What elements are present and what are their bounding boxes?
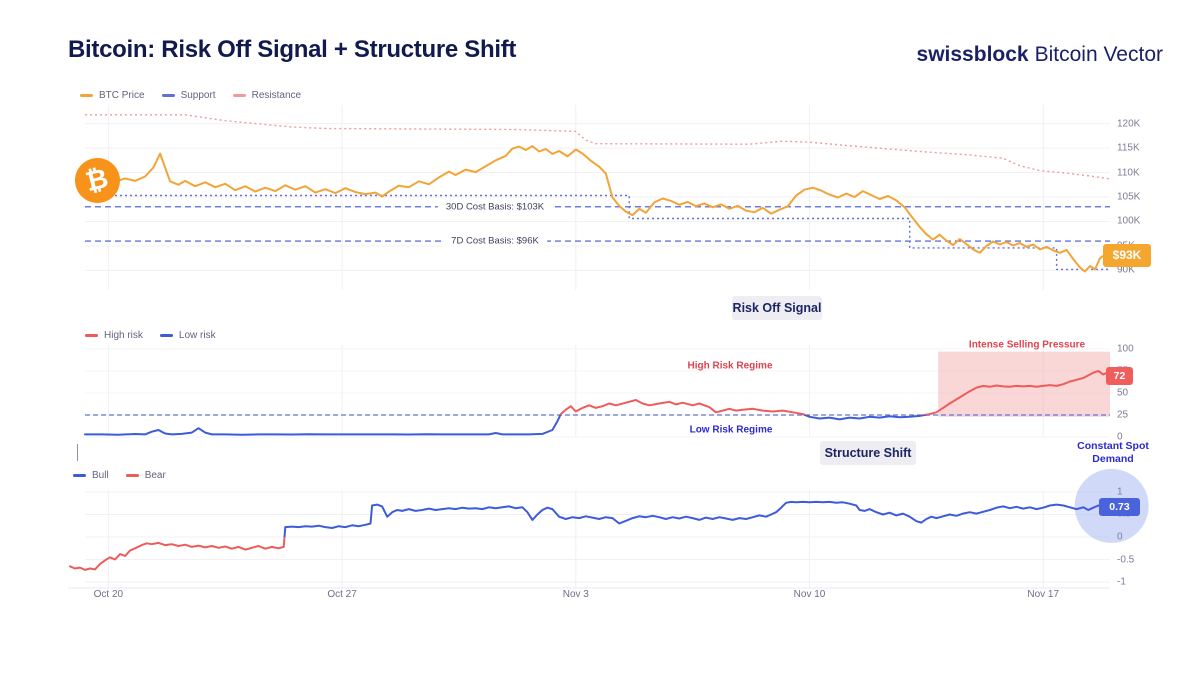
y-tick-label: 25 xyxy=(1117,409,1129,421)
price-badge: $93K xyxy=(1103,244,1151,267)
y-tick-label: 105K xyxy=(1117,191,1141,203)
legend-item-resistance[interactable]: Resistance xyxy=(232,90,302,101)
legend-item-low-risk[interactable]: Low risk xyxy=(159,330,216,341)
y-tick-label: 120K xyxy=(1117,118,1141,130)
legend-label: Bear xyxy=(144,470,166,481)
y-tick-label: 0 xyxy=(1117,431,1123,443)
btc-price-swatch xyxy=(80,94,93,97)
x-tick-label: Nov 10 xyxy=(793,589,826,600)
legend-label: Low risk xyxy=(178,330,216,341)
legend-label: High risk xyxy=(104,330,143,341)
axis-tick-artifact xyxy=(77,444,78,461)
support-swatch xyxy=(161,94,175,97)
legend-item-support[interactable]: Support xyxy=(161,90,216,101)
legend-label: Resistance xyxy=(251,90,302,101)
structure-shift-label: Structure Shift xyxy=(820,441,916,465)
risk-off-signal-chart-low-risk-line xyxy=(84,414,931,436)
structure-shift-chart-bull-line xyxy=(283,500,1111,537)
y-tick-label: 100 xyxy=(1117,343,1134,355)
legend-item-high-risk[interactable]: High risk xyxy=(85,330,143,341)
y-tick-label: 100K xyxy=(1117,215,1141,227)
risk-off-signal-chart-high-risk-line xyxy=(559,370,1111,415)
structure-shift-chart-bear-line xyxy=(69,537,286,571)
y-tick-label: 115K xyxy=(1117,142,1140,154)
structure-value-badge: 0.73 xyxy=(1099,498,1140,516)
cost-basis-7d-annotation: 7D Cost Basis: $96K xyxy=(443,234,547,248)
bitcoin-icon: ₿ xyxy=(75,158,120,203)
low-risk-regime-label: Low Risk Regime xyxy=(689,424,773,436)
x-tick-label: Oct 27 xyxy=(327,589,357,600)
y-tick-label: -0.5 xyxy=(1117,554,1135,565)
legend-item-bull[interactable]: Bull xyxy=(73,470,109,481)
legend-item-btc-price[interactable]: BTC Price xyxy=(80,90,145,101)
y-tick-label: -1 xyxy=(1117,576,1126,588)
y-tick-label: 50 xyxy=(1117,387,1129,399)
price-chart-legend: BTC Price Support Resistance xyxy=(80,90,301,101)
bitcoin-glyph: ₿ xyxy=(83,162,112,199)
brand-name: swissblock xyxy=(916,43,1029,66)
y-tick-label: 0 xyxy=(1117,531,1123,543)
y-tick-label: 1 xyxy=(1117,486,1123,498)
legend-label: BTC Price xyxy=(99,90,145,101)
legend-label: Support xyxy=(180,90,216,101)
risk-value-badge: 72 xyxy=(1106,367,1133,385)
high-risk-regime-label: High Risk Regime xyxy=(687,360,773,372)
brand-logo: swissblock Bitcoin Vector xyxy=(917,43,1163,67)
selling-pressure-region xyxy=(938,351,1110,417)
x-tick-label: Oct 20 xyxy=(93,589,124,600)
btc-price-line xyxy=(84,145,1111,273)
gridlines xyxy=(68,105,1110,589)
bear-swatch xyxy=(125,474,139,477)
page-title: Bitcoin: Risk Off Signal + Structure Shi… xyxy=(68,36,517,63)
cost-basis-30d-annotation: 30D Cost Basis: $103K xyxy=(437,200,553,214)
legend-label: Bull xyxy=(92,470,109,481)
resistance-line xyxy=(85,114,1111,180)
bull-swatch xyxy=(73,474,86,477)
x-tick-label: Nov 3 xyxy=(562,589,589,600)
support-line xyxy=(85,194,1110,271)
constant-spot-demand-label: Constant Spot Demand xyxy=(1077,440,1149,465)
low-risk-swatch xyxy=(159,334,173,337)
legend-item-bear[interactable]: Bear xyxy=(125,470,166,481)
brand-product: Bitcoin Vector xyxy=(1034,43,1163,66)
x-tick-label: Nov 17 xyxy=(1027,589,1060,600)
y-tick-label: 110K xyxy=(1117,167,1140,179)
risk-off-signal-label: Risk Off Signal xyxy=(732,296,822,320)
risk-chart-legend: High risk Low risk xyxy=(85,330,216,341)
y-tick-label: 90K xyxy=(1117,264,1135,276)
structure-chart-legend: Bull Bear xyxy=(73,470,166,481)
intense-selling-pressure-label: Intense Selling Pressure xyxy=(968,339,1086,351)
resistance-swatch xyxy=(232,94,246,97)
high-risk-swatch xyxy=(85,334,98,337)
